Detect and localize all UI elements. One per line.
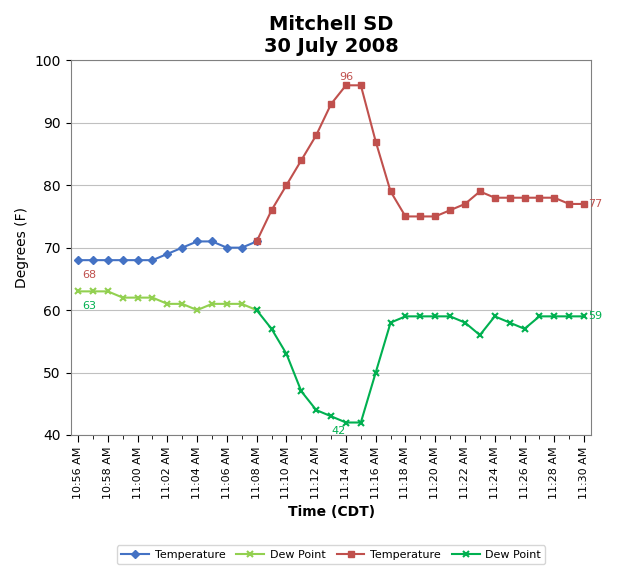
Dew Point	[313, 407, 320, 414]
Temperature	[446, 206, 454, 213]
Dew Point	[476, 332, 484, 339]
Temperature	[328, 100, 335, 107]
Dew Point	[104, 288, 112, 295]
Temperature	[74, 257, 82, 264]
Legend: Temperature, Dew Point, Temperature, Dew Point: Temperature, Dew Point, Temperature, Dew…	[117, 545, 545, 564]
Dew Point	[164, 300, 171, 307]
Line: Temperature: Temperature	[254, 82, 587, 244]
Dew Point	[74, 288, 82, 295]
Line: Dew Point: Dew Point	[253, 307, 588, 426]
Temperature	[417, 213, 424, 220]
Temperature	[506, 194, 514, 201]
Line: Dew Point: Dew Point	[75, 288, 260, 314]
Temperature	[104, 257, 112, 264]
Temperature	[149, 257, 156, 264]
Dew Point	[417, 313, 424, 320]
Line: Temperature: Temperature	[75, 238, 260, 263]
Dew Point	[342, 419, 350, 426]
Temperature	[580, 201, 588, 208]
Temperature	[521, 194, 528, 201]
Text: 42: 42	[331, 426, 345, 436]
Dew Point	[402, 313, 409, 320]
Temperature	[282, 182, 290, 188]
Dew Point	[208, 300, 216, 307]
Temperature	[372, 138, 379, 145]
Temperature	[164, 251, 171, 258]
Temperature	[402, 213, 409, 220]
Temperature	[536, 194, 543, 201]
Temperature	[476, 188, 484, 195]
Dew Point	[119, 294, 127, 301]
Temperature	[342, 82, 350, 89]
Temperature	[551, 194, 558, 201]
Y-axis label: Degrees (F): Degrees (F)	[15, 207, 29, 288]
Temperature	[193, 238, 201, 245]
Dew Point	[238, 300, 245, 307]
Title: Mitchell SD
30 July 2008: Mitchell SD 30 July 2008	[264, 15, 399, 56]
Dew Point	[134, 294, 142, 301]
Dew Point	[149, 294, 156, 301]
Dew Point	[521, 325, 528, 332]
Temperature	[223, 244, 231, 251]
Dew Point	[298, 388, 305, 395]
Temperature	[253, 238, 260, 245]
Dew Point	[372, 369, 379, 376]
Temperature	[134, 257, 142, 264]
Dew Point	[268, 325, 275, 332]
Dew Point	[253, 307, 260, 314]
Dew Point	[431, 313, 439, 320]
Dew Point	[536, 313, 543, 320]
Dew Point	[223, 300, 231, 307]
Text: 77: 77	[588, 199, 603, 209]
Temperature	[89, 257, 96, 264]
Temperature	[565, 201, 573, 208]
Dew Point	[565, 313, 573, 320]
Dew Point	[506, 319, 514, 326]
X-axis label: Time (CDT): Time (CDT)	[287, 505, 375, 519]
Dew Point	[580, 313, 588, 320]
Temperature	[357, 82, 365, 89]
Temperature	[179, 244, 186, 251]
Dew Point	[179, 300, 186, 307]
Dew Point	[328, 413, 335, 420]
Dew Point	[387, 319, 394, 326]
Text: 63: 63	[83, 301, 96, 311]
Text: 96: 96	[339, 72, 353, 82]
Text: 68: 68	[83, 270, 96, 280]
Dew Point	[282, 350, 290, 357]
Temperature	[119, 257, 127, 264]
Text: 59: 59	[588, 311, 603, 321]
Dew Point	[193, 307, 201, 314]
Dew Point	[89, 288, 96, 295]
Temperature	[491, 194, 499, 201]
Dew Point	[461, 319, 468, 326]
Dew Point	[357, 419, 365, 426]
Temperature	[253, 238, 260, 245]
Temperature	[208, 238, 216, 245]
Dew Point	[446, 313, 454, 320]
Temperature	[313, 132, 320, 139]
Dew Point	[253, 307, 260, 314]
Dew Point	[491, 313, 499, 320]
Temperature	[387, 188, 394, 195]
Temperature	[238, 244, 245, 251]
Dew Point	[551, 313, 558, 320]
Temperature	[461, 201, 468, 208]
Temperature	[298, 157, 305, 164]
Temperature	[268, 206, 275, 213]
Temperature	[431, 213, 439, 220]
